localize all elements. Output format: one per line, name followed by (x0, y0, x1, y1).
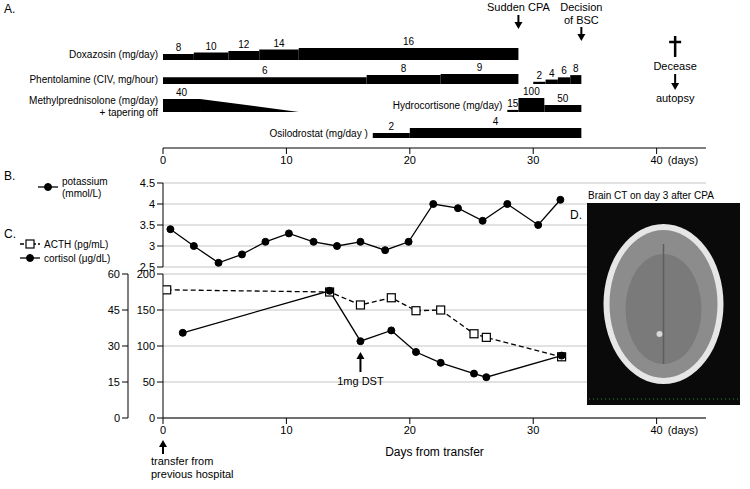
svg-text:60: 60 (108, 268, 120, 280)
svg-text:Brain CT on day 3 after CPA: Brain CT on day 3 after CPA (588, 190, 714, 201)
svg-text:8: 8 (176, 42, 182, 53)
svg-text:1mg DST: 1mg DST (337, 375, 384, 387)
svg-text:Days from transfer: Days from transfer (385, 445, 484, 459)
svg-text:B.: B. (4, 169, 15, 183)
svg-text:30: 30 (527, 424, 539, 436)
svg-text:30: 30 (108, 340, 120, 352)
svg-text:8: 8 (573, 63, 579, 74)
svg-text:16: 16 (403, 36, 415, 47)
svg-text:0: 0 (114, 412, 120, 424)
svg-text:Sudden CPA: Sudden CPA (487, 1, 550, 13)
svg-text:2: 2 (389, 121, 395, 132)
svg-text:150: 150 (137, 304, 155, 316)
svg-text:ACTH (pg/mL): ACTH (pg/mL) (44, 239, 108, 250)
svg-text:30: 30 (527, 154, 539, 166)
svg-text:45: 45 (108, 304, 120, 316)
svg-text:40: 40 (651, 154, 663, 166)
svg-text:2.5: 2.5 (139, 260, 155, 273)
svg-text:Doxazosin (mg/day): Doxazosin (mg/day) (69, 49, 158, 60)
svg-text:0: 0 (160, 424, 166, 436)
svg-text:15: 15 (507, 98, 519, 109)
svg-text:transfer fromprevious hospital: transfer fromprevious hospital (151, 455, 234, 480)
svg-text:0: 0 (160, 154, 166, 166)
svg-text:Decease: Decease (653, 60, 696, 72)
svg-text:50: 50 (143, 376, 155, 388)
svg-text:40: 40 (651, 424, 663, 436)
svg-text:8: 8 (401, 63, 407, 74)
svg-text:9: 9 (477, 62, 483, 73)
svg-text:100: 100 (523, 86, 540, 97)
svg-text:4.5: 4.5 (140, 177, 155, 189)
svg-text:4: 4 (549, 68, 555, 79)
svg-text:100: 100 (137, 340, 155, 352)
svg-text:Osilodrostat (mg/day ): Osilodrostat (mg/day ) (269, 128, 367, 139)
svg-text:A.: A. (4, 2, 15, 16)
svg-text:4: 4 (493, 116, 499, 127)
svg-text:(days): (days) (668, 424, 699, 436)
svg-text:10: 10 (280, 154, 292, 166)
svg-text:10: 10 (280, 424, 292, 436)
svg-text:C.: C. (4, 227, 16, 241)
svg-text:Phentolamine (CIV, mg/hour): Phentolamine (CIV, mg/hour) (29, 74, 158, 85)
svg-text:2: 2 (537, 70, 543, 81)
svg-text:15: 15 (108, 376, 120, 388)
svg-text:200: 200 (137, 268, 155, 280)
svg-text:D.: D. (570, 208, 582, 222)
svg-text:cortisol (μg/dL): cortisol (μg/dL) (44, 253, 110, 264)
svg-text:20: 20 (404, 154, 416, 166)
svg-text:3: 3 (149, 240, 155, 252)
svg-text:10: 10 (206, 41, 218, 52)
svg-text:3.5: 3.5 (140, 219, 155, 231)
svg-text:Decisionof BSC: Decisionof BSC (560, 1, 602, 26)
svg-text:potassium(mmol/L): potassium(mmol/L) (62, 176, 108, 199)
svg-text:6: 6 (262, 65, 268, 76)
svg-text:12: 12 (238, 39, 250, 50)
svg-text:14: 14 (273, 38, 285, 49)
svg-text:autopsy: autopsy (656, 92, 695, 104)
svg-text:Methylprednisolone (mg/day)+ t: Methylprednisolone (mg/day)+ tapering of… (29, 95, 158, 118)
svg-text:0: 0 (149, 412, 155, 424)
svg-text:40: 40 (176, 87, 188, 98)
svg-text:50: 50 (557, 93, 569, 104)
svg-text:6: 6 (561, 65, 567, 76)
svg-text:Hydrocortisone (mg/day): Hydrocortisone (mg/day) (393, 100, 502, 111)
svg-text:4: 4 (149, 198, 155, 210)
svg-text:(days): (days) (668, 154, 699, 166)
svg-text:20: 20 (404, 424, 416, 436)
